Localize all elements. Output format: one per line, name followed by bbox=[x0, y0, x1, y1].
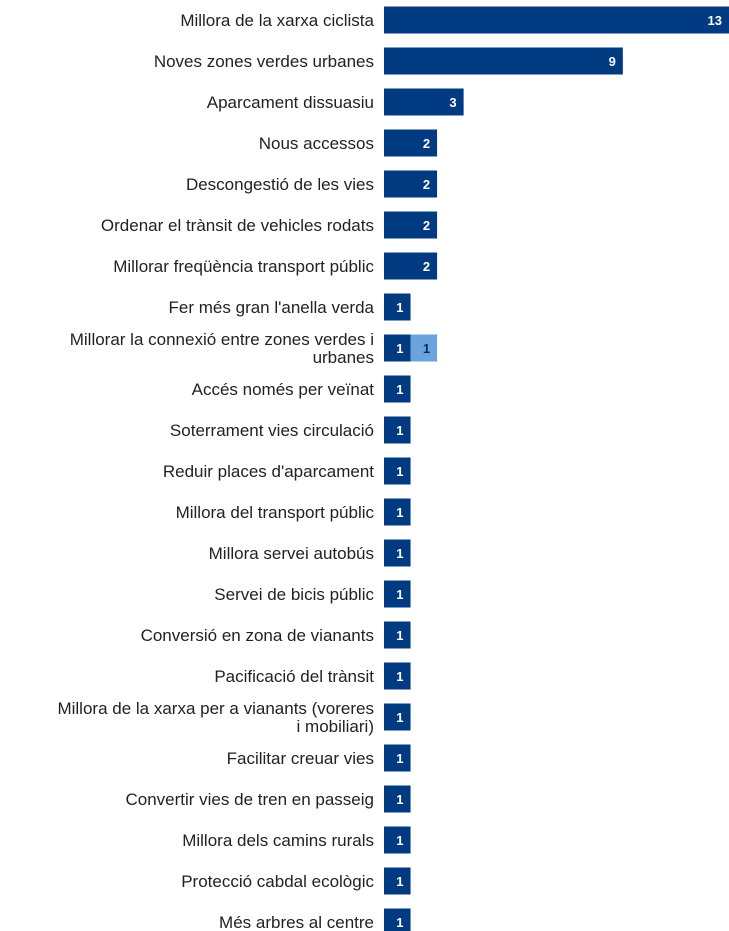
category-label-line: Descongestió de les vies bbox=[186, 175, 374, 194]
category-label: Reduir places d'aparcament bbox=[163, 462, 374, 481]
category-label: Més arbres al centre bbox=[219, 913, 374, 931]
category-label: Millora servei autobús bbox=[209, 544, 374, 563]
bar-value-label: 13 bbox=[708, 13, 722, 28]
category-label-line: Millorar freqüència transport públic bbox=[113, 257, 374, 276]
category-label-line: Reduir places d'aparcament bbox=[163, 462, 374, 481]
category-label: Millora de la xarxa per a vianants (vore… bbox=[57, 699, 374, 736]
bar bbox=[384, 416, 411, 444]
bar bbox=[384, 170, 438, 198]
category-label-line: Protecció cabdal ecològic bbox=[181, 872, 374, 891]
bar bbox=[384, 375, 411, 403]
category-label-line: Millora del transport públic bbox=[176, 503, 375, 522]
bar-value-label: 1 bbox=[423, 341, 430, 356]
bar-value-label: 1 bbox=[396, 710, 403, 725]
bar-value-label: 9 bbox=[609, 54, 616, 69]
bar-value-label: 1 bbox=[396, 464, 403, 479]
bar-value-label: 1 bbox=[396, 669, 403, 684]
bar bbox=[384, 47, 623, 75]
bar-value-label: 1 bbox=[396, 423, 403, 438]
bar bbox=[384, 539, 411, 567]
bar-value-label: 1 bbox=[396, 587, 403, 602]
bar-value-label: 2 bbox=[423, 259, 430, 274]
category-label-line: Millora dels camins rurals bbox=[182, 831, 374, 850]
category-label-line: Pacificació del trànsit bbox=[214, 667, 374, 686]
bar bbox=[384, 621, 411, 649]
category-label: Nous accessos bbox=[259, 134, 374, 153]
category-label-line: Conversió en zona de vianants bbox=[141, 626, 374, 645]
bar bbox=[384, 703, 411, 731]
category-label: Millora del transport públic bbox=[176, 503, 375, 522]
bar bbox=[384, 129, 438, 157]
category-label: Facilitar creuar vies bbox=[227, 749, 374, 768]
category-label-line: Millorar la connexió entre zones verdes … bbox=[70, 330, 374, 349]
category-label: Millorar la connexió entre zones verdes … bbox=[70, 330, 374, 367]
bar bbox=[384, 785, 411, 813]
category-label: Noves zones verdes urbanes bbox=[154, 52, 374, 71]
bar bbox=[410, 334, 438, 362]
category-label: Convertir vies de tren en passeig bbox=[125, 790, 374, 809]
category-label-line: Facilitar creuar vies bbox=[227, 749, 374, 768]
bar bbox=[384, 293, 411, 321]
bar-value-label: 1 bbox=[396, 341, 403, 356]
bar bbox=[384, 867, 411, 895]
category-label: Aparcament dissuasiu bbox=[207, 93, 374, 112]
bar-value-label: 1 bbox=[396, 833, 403, 848]
category-label-line: Fer més gran l'anella verda bbox=[169, 298, 375, 317]
bar-value-label: 1 bbox=[396, 300, 403, 315]
bar-value-label: 1 bbox=[396, 915, 403, 930]
bar-value-label: 1 bbox=[396, 382, 403, 397]
category-label: Descongestió de les vies bbox=[186, 175, 374, 194]
category-label: Fer més gran l'anella verda bbox=[169, 298, 375, 317]
category-label-line: Millora de la xarxa ciclista bbox=[180, 11, 374, 30]
category-label-line: Més arbres al centre bbox=[219, 913, 374, 931]
category-label-line: Millora de la xarxa per a vianants (vore… bbox=[57, 699, 374, 718]
category-label: Protecció cabdal ecològic bbox=[181, 872, 374, 891]
bar bbox=[384, 662, 411, 690]
category-label-line: Millora servei autobús bbox=[209, 544, 374, 563]
bar-value-label: 1 bbox=[396, 505, 403, 520]
bar bbox=[384, 334, 411, 362]
bar-value-label: 3 bbox=[449, 95, 456, 110]
category-label: Millora dels camins rurals bbox=[182, 831, 374, 850]
bar bbox=[384, 498, 411, 526]
category-label-line: Ordenar el trànsit de vehicles rodats bbox=[101, 216, 374, 235]
bar bbox=[384, 211, 438, 239]
category-label: Servei de bicis públic bbox=[214, 585, 374, 604]
category-label-line: Convertir vies de tren en passeig bbox=[125, 790, 374, 809]
bar-value-label: 1 bbox=[396, 628, 403, 643]
category-label: Millora de la xarxa ciclista bbox=[180, 11, 374, 30]
category-label-line: i mobiliari) bbox=[297, 717, 374, 736]
category-label-line: Soterrament vies circulació bbox=[170, 421, 374, 440]
category-label: Soterrament vies circulació bbox=[170, 421, 374, 440]
category-label: Accés només per veïnat bbox=[192, 380, 375, 399]
category-label-line: Noves zones verdes urbanes bbox=[154, 52, 374, 71]
bar-value-label: 2 bbox=[423, 177, 430, 192]
category-label: Pacificació del trànsit bbox=[214, 667, 374, 686]
bar bbox=[384, 744, 411, 772]
category-label: Ordenar el trànsit de vehicles rodats bbox=[101, 216, 374, 235]
category-label-line: Accés només per veïnat bbox=[192, 380, 375, 399]
bar-value-label: 2 bbox=[423, 136, 430, 151]
category-label-line: Servei de bicis públic bbox=[214, 585, 374, 604]
bar bbox=[384, 88, 464, 116]
bar-value-label: 2 bbox=[423, 218, 430, 233]
bar-value-label: 1 bbox=[396, 751, 403, 766]
category-label-line: Nous accessos bbox=[259, 134, 374, 153]
bar bbox=[384, 457, 411, 485]
category-label: Millorar freqüència transport públic bbox=[113, 257, 374, 276]
bar bbox=[384, 908, 411, 931]
category-label-line: Aparcament dissuasiu bbox=[207, 93, 374, 112]
category-label-line: urbanes bbox=[313, 348, 374, 367]
category-label: Conversió en zona de vianants bbox=[141, 626, 374, 645]
bar bbox=[384, 6, 729, 34]
bar-value-label: 1 bbox=[396, 874, 403, 889]
bar bbox=[384, 826, 411, 854]
bar-value-label: 1 bbox=[396, 792, 403, 807]
bar-value-label: 1 bbox=[396, 546, 403, 561]
bar bbox=[384, 252, 438, 280]
bar bbox=[384, 580, 411, 608]
